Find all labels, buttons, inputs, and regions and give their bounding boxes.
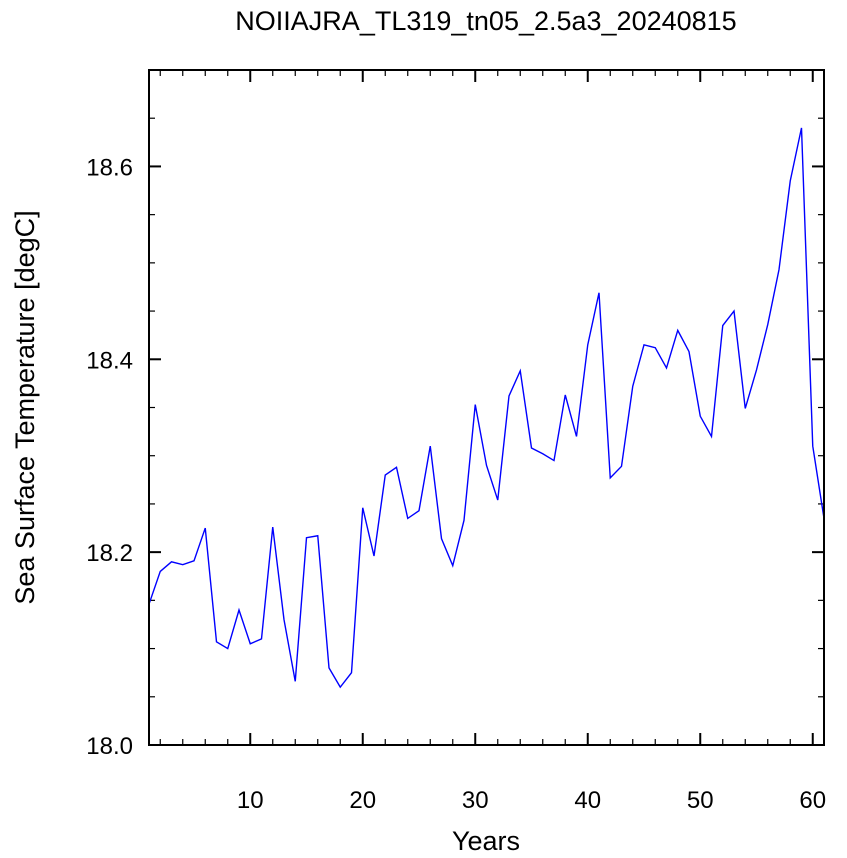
data-line <box>148 127 825 689</box>
x-tick-label: 50 <box>687 787 714 814</box>
chart-title: NOIIAJRA_TL319_tn05_2.5a3_20240815 <box>235 6 736 36</box>
x-tick-label: 10 <box>237 787 264 814</box>
x-tick-label: 20 <box>349 787 376 814</box>
x-axis-label: Years <box>452 826 520 856</box>
plot-frame <box>148 69 825 746</box>
tick-labels: 10 20 30 40 50 60 18.0 18.2 18.4 18.6 <box>86 154 826 814</box>
y-tick-label: 18.2 <box>86 540 133 567</box>
y-tick-label: 18.0 <box>86 733 133 760</box>
x-tick-label: 40 <box>574 787 601 814</box>
y-tick-label: 18.6 <box>86 154 133 181</box>
x-tick-label: 30 <box>462 787 489 814</box>
y-tick-label: 18.4 <box>86 347 133 374</box>
y-axis-label: Sea Surface Temperature [degC] <box>10 210 40 604</box>
x-tick-label: 60 <box>799 787 826 814</box>
